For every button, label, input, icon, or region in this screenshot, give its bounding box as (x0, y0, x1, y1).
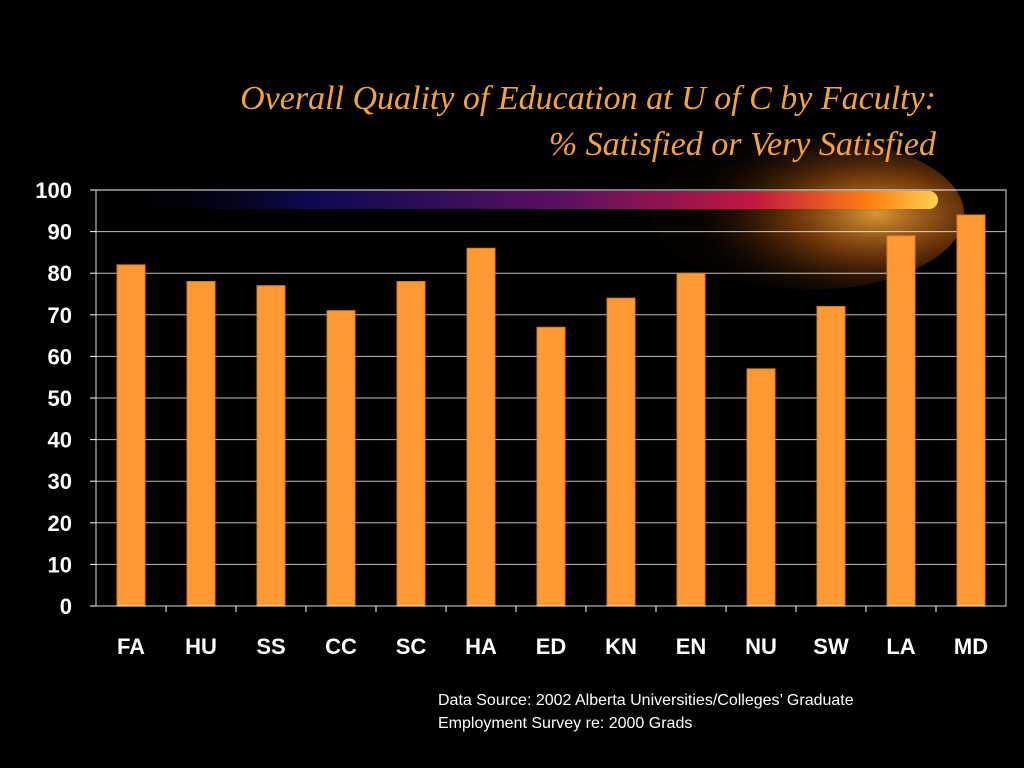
chart-title: Overall Quality of Education at U of C b… (240, 76, 936, 168)
bar-hu (186, 281, 216, 607)
bar-fa (116, 264, 146, 607)
bar-ed (536, 326, 566, 607)
x-tick-label: SW (813, 634, 849, 659)
chart-title-line2: % Satisfied or Very Satisfied (548, 126, 936, 163)
y-tick-label: 80 (48, 261, 72, 286)
y-tick-labels: 0 10 20 30 40 50 60 70 80 90 100 (35, 178, 72, 619)
y-tick-label: 60 (48, 344, 72, 369)
x-tick-label: LA (886, 634, 915, 659)
x-tick-label: SS (256, 634, 285, 659)
x-tick-label: MD (954, 634, 988, 659)
comet-glow (652, 138, 964, 290)
x-tick-label: EN (676, 634, 707, 659)
data-source-note: Data Source: 2002 Alberta Universities/C… (438, 689, 854, 735)
bar-ha (466, 247, 496, 607)
x-tick-label: HA (465, 634, 497, 659)
y-tick-label: 70 (48, 303, 72, 328)
y-tick-label: 50 (48, 386, 72, 411)
bars (116, 214, 986, 607)
plot-frame (95, 189, 1007, 607)
x-tick-label: CC (325, 634, 357, 659)
x-tick-label: ED (536, 634, 567, 659)
bar-kn (606, 297, 636, 607)
comet-streak (100, 191, 938, 209)
data-source-line1: Data Source: 2002 Alberta Universities/C… (438, 692, 854, 709)
bar-sc (396, 281, 426, 607)
bar-ss (256, 285, 286, 607)
bar-cc (326, 310, 356, 607)
x-tick-label: FA (117, 634, 145, 659)
comet-decoration (100, 138, 964, 290)
y-tick-label: 0 (60, 594, 72, 619)
bar-md (956, 214, 986, 607)
x-tick-labels: FA HU SS CC SC HA ED KN EN NU SW LA MD (117, 634, 988, 659)
y-tick-label: 30 (48, 469, 72, 494)
y-tick-label: 20 (48, 511, 72, 536)
x-tick-label: HU (185, 634, 217, 659)
bar-la (886, 235, 916, 607)
y-tick-label: 40 (48, 428, 72, 453)
chart-title-line1: Overall Quality of Education at U of C b… (240, 80, 936, 117)
x-tick-label: NU (745, 634, 777, 659)
bar-nu (746, 368, 776, 607)
bar-en (676, 272, 706, 607)
bar-sw (816, 305, 846, 607)
data-source-line2: Employment Survey re: 2000 Grads (438, 715, 693, 732)
y-tick-label: 10 (48, 552, 72, 577)
x-tick-label: SC (396, 634, 427, 659)
x-tick-label: KN (605, 634, 637, 659)
y-tick-label: 100 (35, 178, 72, 203)
y-tick-label: 90 (48, 220, 72, 245)
axes (90, 189, 1007, 612)
